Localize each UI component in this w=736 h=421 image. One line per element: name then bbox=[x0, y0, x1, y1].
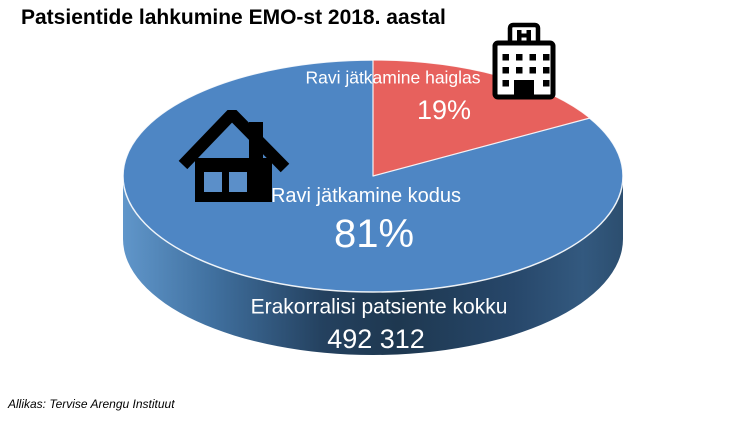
slice-value-haiglas: 19% bbox=[416, 95, 472, 126]
source-note: Allikas: Tervise Arengu Instituut bbox=[8, 397, 175, 411]
house-icon bbox=[178, 110, 290, 202]
slice-value-kodus: 81% bbox=[333, 212, 415, 256]
hospital-building-icon bbox=[492, 22, 556, 100]
slice-label-kodus: Ravi jätkamine kodus bbox=[270, 185, 462, 207]
chart-title: Patsientide lahkumine EMO-st 2018. aasta… bbox=[21, 6, 446, 29]
total-label: Erakorralisi patsiente kokku bbox=[250, 295, 508, 319]
total-value: 492 312 bbox=[327, 324, 425, 355]
pie-side-rim bbox=[123, 176, 623, 355]
slice-label-haiglas: Ravi jätkamine haiglas bbox=[305, 67, 481, 88]
